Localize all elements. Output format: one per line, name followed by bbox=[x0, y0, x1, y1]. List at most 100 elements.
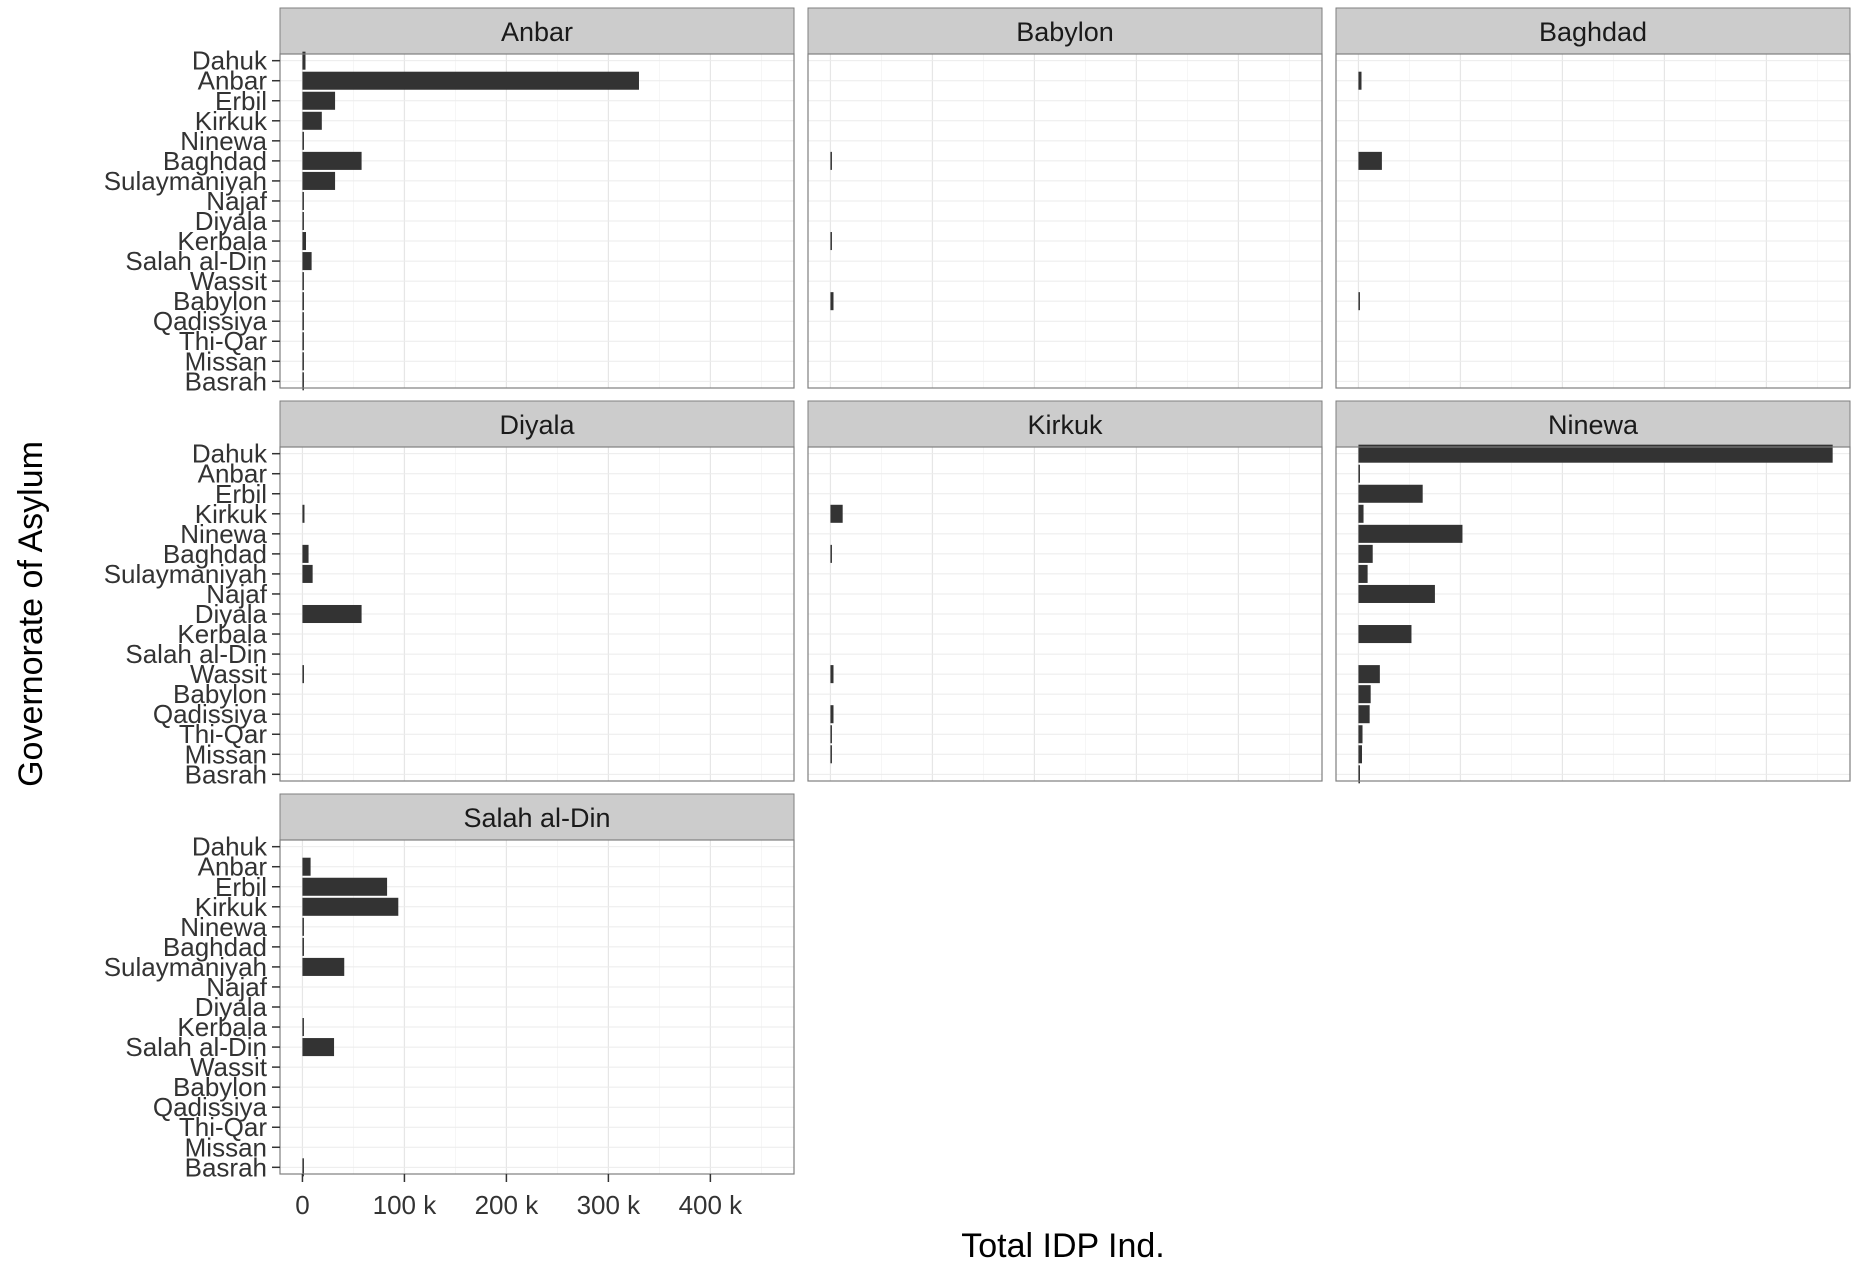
y-tick-label: Diyala bbox=[195, 206, 268, 236]
y-tick-label: Basrah bbox=[185, 759, 267, 789]
bar-diyala-kirkuk bbox=[302, 504, 305, 523]
bar-anbar-sulaymaniyah bbox=[302, 171, 336, 190]
y-tick-label: Qadissiya bbox=[153, 306, 268, 336]
bar-ninewa-babylon bbox=[1358, 685, 1371, 704]
panel-border-ninewa bbox=[1335, 446, 1851, 782]
y-tick-label: Babylon bbox=[173, 679, 267, 709]
y-tick-label: Kerbala bbox=[177, 226, 267, 256]
bar-kirkuk-baghdad bbox=[830, 544, 832, 563]
bar-salah-al-din-basrah bbox=[302, 1158, 304, 1177]
bar-anbar-erbil bbox=[302, 91, 336, 110]
bar-kirkuk-wassit bbox=[830, 665, 834, 684]
x-tick-label: 400 k bbox=[679, 1190, 744, 1220]
bar-anbar-salah-al-din bbox=[302, 252, 312, 271]
bar-salah-al-din-erbil bbox=[302, 877, 388, 896]
bar-kirkuk-thi-qar bbox=[830, 725, 832, 744]
bar-ninewa-kerbala bbox=[1358, 625, 1412, 644]
strip-diyala bbox=[279, 400, 795, 448]
y-tick-label: Erbil bbox=[215, 872, 267, 902]
y-tick-label: Anbar bbox=[198, 852, 268, 882]
panel-border-kirkuk bbox=[807, 446, 1323, 782]
y-tick-label: Babylon bbox=[173, 286, 267, 316]
y-tick-label: Erbil bbox=[215, 479, 267, 509]
y-tick-label: Sulaymaniyah bbox=[104, 952, 267, 982]
y-tick-label: Thi-Qar bbox=[179, 326, 267, 356]
bar-diyala-wassit bbox=[302, 665, 304, 684]
strip-salah-al-din bbox=[279, 793, 795, 841]
panel-border-babylon bbox=[807, 53, 1323, 389]
bar-ninewa-najaf bbox=[1358, 584, 1435, 603]
bar-salah-al-din-ninewa bbox=[302, 917, 304, 936]
y-tick-label: Dahuk bbox=[192, 46, 268, 76]
bar-anbar-babylon bbox=[302, 292, 304, 311]
x-tick-label: 100 k bbox=[373, 1190, 438, 1220]
y-tick-label: Najaf bbox=[206, 186, 267, 216]
bar-anbar-anbar bbox=[302, 71, 639, 90]
bar-anbar-wassit bbox=[302, 272, 304, 291]
strip-label-salah-al-din: Salah al-Din bbox=[463, 803, 610, 833]
y-tick-label: Dahuk bbox=[192, 439, 268, 469]
bar-anbar-najaf bbox=[302, 191, 304, 210]
bar-salah-al-din-kirkuk bbox=[302, 897, 399, 916]
y-tick-label: Qadissiya bbox=[153, 699, 268, 729]
bar-kirkuk-kirkuk bbox=[830, 504, 843, 523]
y-tick-label: Salah al-Din bbox=[125, 639, 267, 669]
y-tick-label: Wassit bbox=[190, 266, 268, 296]
bar-babylon-babylon bbox=[830, 292, 834, 311]
y-tick-label: Diyala bbox=[195, 992, 268, 1022]
bar-anbar-dahuk bbox=[302, 51, 306, 70]
bar-ninewa-thi-qar bbox=[1358, 725, 1363, 744]
bar-ninewa-missan bbox=[1358, 745, 1363, 764]
y-tick-label: Missan bbox=[185, 1132, 267, 1162]
bar-ninewa-baghdad bbox=[1358, 544, 1373, 563]
y-tick-label: Sulaymaniyah bbox=[104, 166, 267, 196]
bar-baghdad-babylon bbox=[1358, 292, 1360, 311]
strip-label-babylon: Babylon bbox=[1016, 17, 1114, 47]
panel-border-baghdad bbox=[1335, 53, 1851, 389]
bar-salah-al-din-salah-al-din bbox=[302, 1038, 335, 1057]
y-tick-label: Ninewa bbox=[180, 912, 267, 942]
bar-anbar-qadissiya bbox=[302, 312, 304, 331]
y-tick-label: Anbar bbox=[198, 66, 268, 96]
y-tick-label: Najaf bbox=[206, 579, 267, 609]
y-tick-label: Basrah bbox=[185, 366, 267, 396]
bar-baghdad-anbar bbox=[1358, 71, 1362, 90]
strip-anbar bbox=[279, 7, 795, 55]
bar-anbar-baghdad bbox=[302, 151, 362, 170]
bar-diyala-baghdad bbox=[302, 544, 309, 563]
bar-ninewa-basrah bbox=[1358, 765, 1360, 784]
y-tick-label: Kerbala bbox=[177, 619, 267, 649]
bar-babylon-baghdad bbox=[830, 151, 832, 170]
bar-salah-al-din-baghdad bbox=[302, 937, 304, 956]
y-tick-label: Diyala bbox=[195, 599, 268, 629]
y-tick-label: Basrah bbox=[185, 1152, 267, 1182]
bar-ninewa-sulaymaniyah bbox=[1358, 564, 1368, 583]
y-tick-label: Kirkuk bbox=[195, 892, 268, 922]
y-tick-label: Thi-Qar bbox=[179, 719, 267, 749]
bar-salah-al-din-sulaymaniyah bbox=[302, 957, 345, 976]
bar-diyala-sulaymaniyah bbox=[302, 564, 313, 583]
bar-ninewa-anbar bbox=[1358, 464, 1360, 483]
y-tick-label: Sulaymaniyah bbox=[104, 559, 267, 589]
y-axis-title: Governorate of Asylum bbox=[12, 441, 50, 787]
y-tick-label: Thi-Qar bbox=[179, 1112, 267, 1142]
y-tick-label: Salah al-Din bbox=[125, 1032, 267, 1062]
bar-anbar-ninewa bbox=[302, 131, 304, 150]
bar-kirkuk-missan bbox=[830, 745, 832, 764]
y-tick-label: Najaf bbox=[206, 972, 267, 1002]
y-tick-label: Salah al-Din bbox=[125, 246, 267, 276]
bar-anbar-thi-qar bbox=[302, 332, 304, 351]
bar-anbar-basrah bbox=[302, 372, 304, 391]
bar-babylon-kerbala bbox=[830, 232, 832, 251]
y-tick-label: Missan bbox=[185, 346, 267, 376]
y-tick-label: Babylon bbox=[173, 1072, 267, 1102]
x-tick-label: 200 k bbox=[475, 1190, 540, 1220]
bar-diyala-diyala bbox=[302, 604, 362, 624]
bar-ninewa-erbil bbox=[1358, 484, 1423, 503]
bar-ninewa-ninewa bbox=[1358, 524, 1463, 543]
bar-salah-al-din-anbar bbox=[302, 857, 311, 876]
y-tick-label: Kerbala bbox=[177, 1012, 267, 1042]
y-tick-label: Baghdad bbox=[163, 146, 267, 176]
